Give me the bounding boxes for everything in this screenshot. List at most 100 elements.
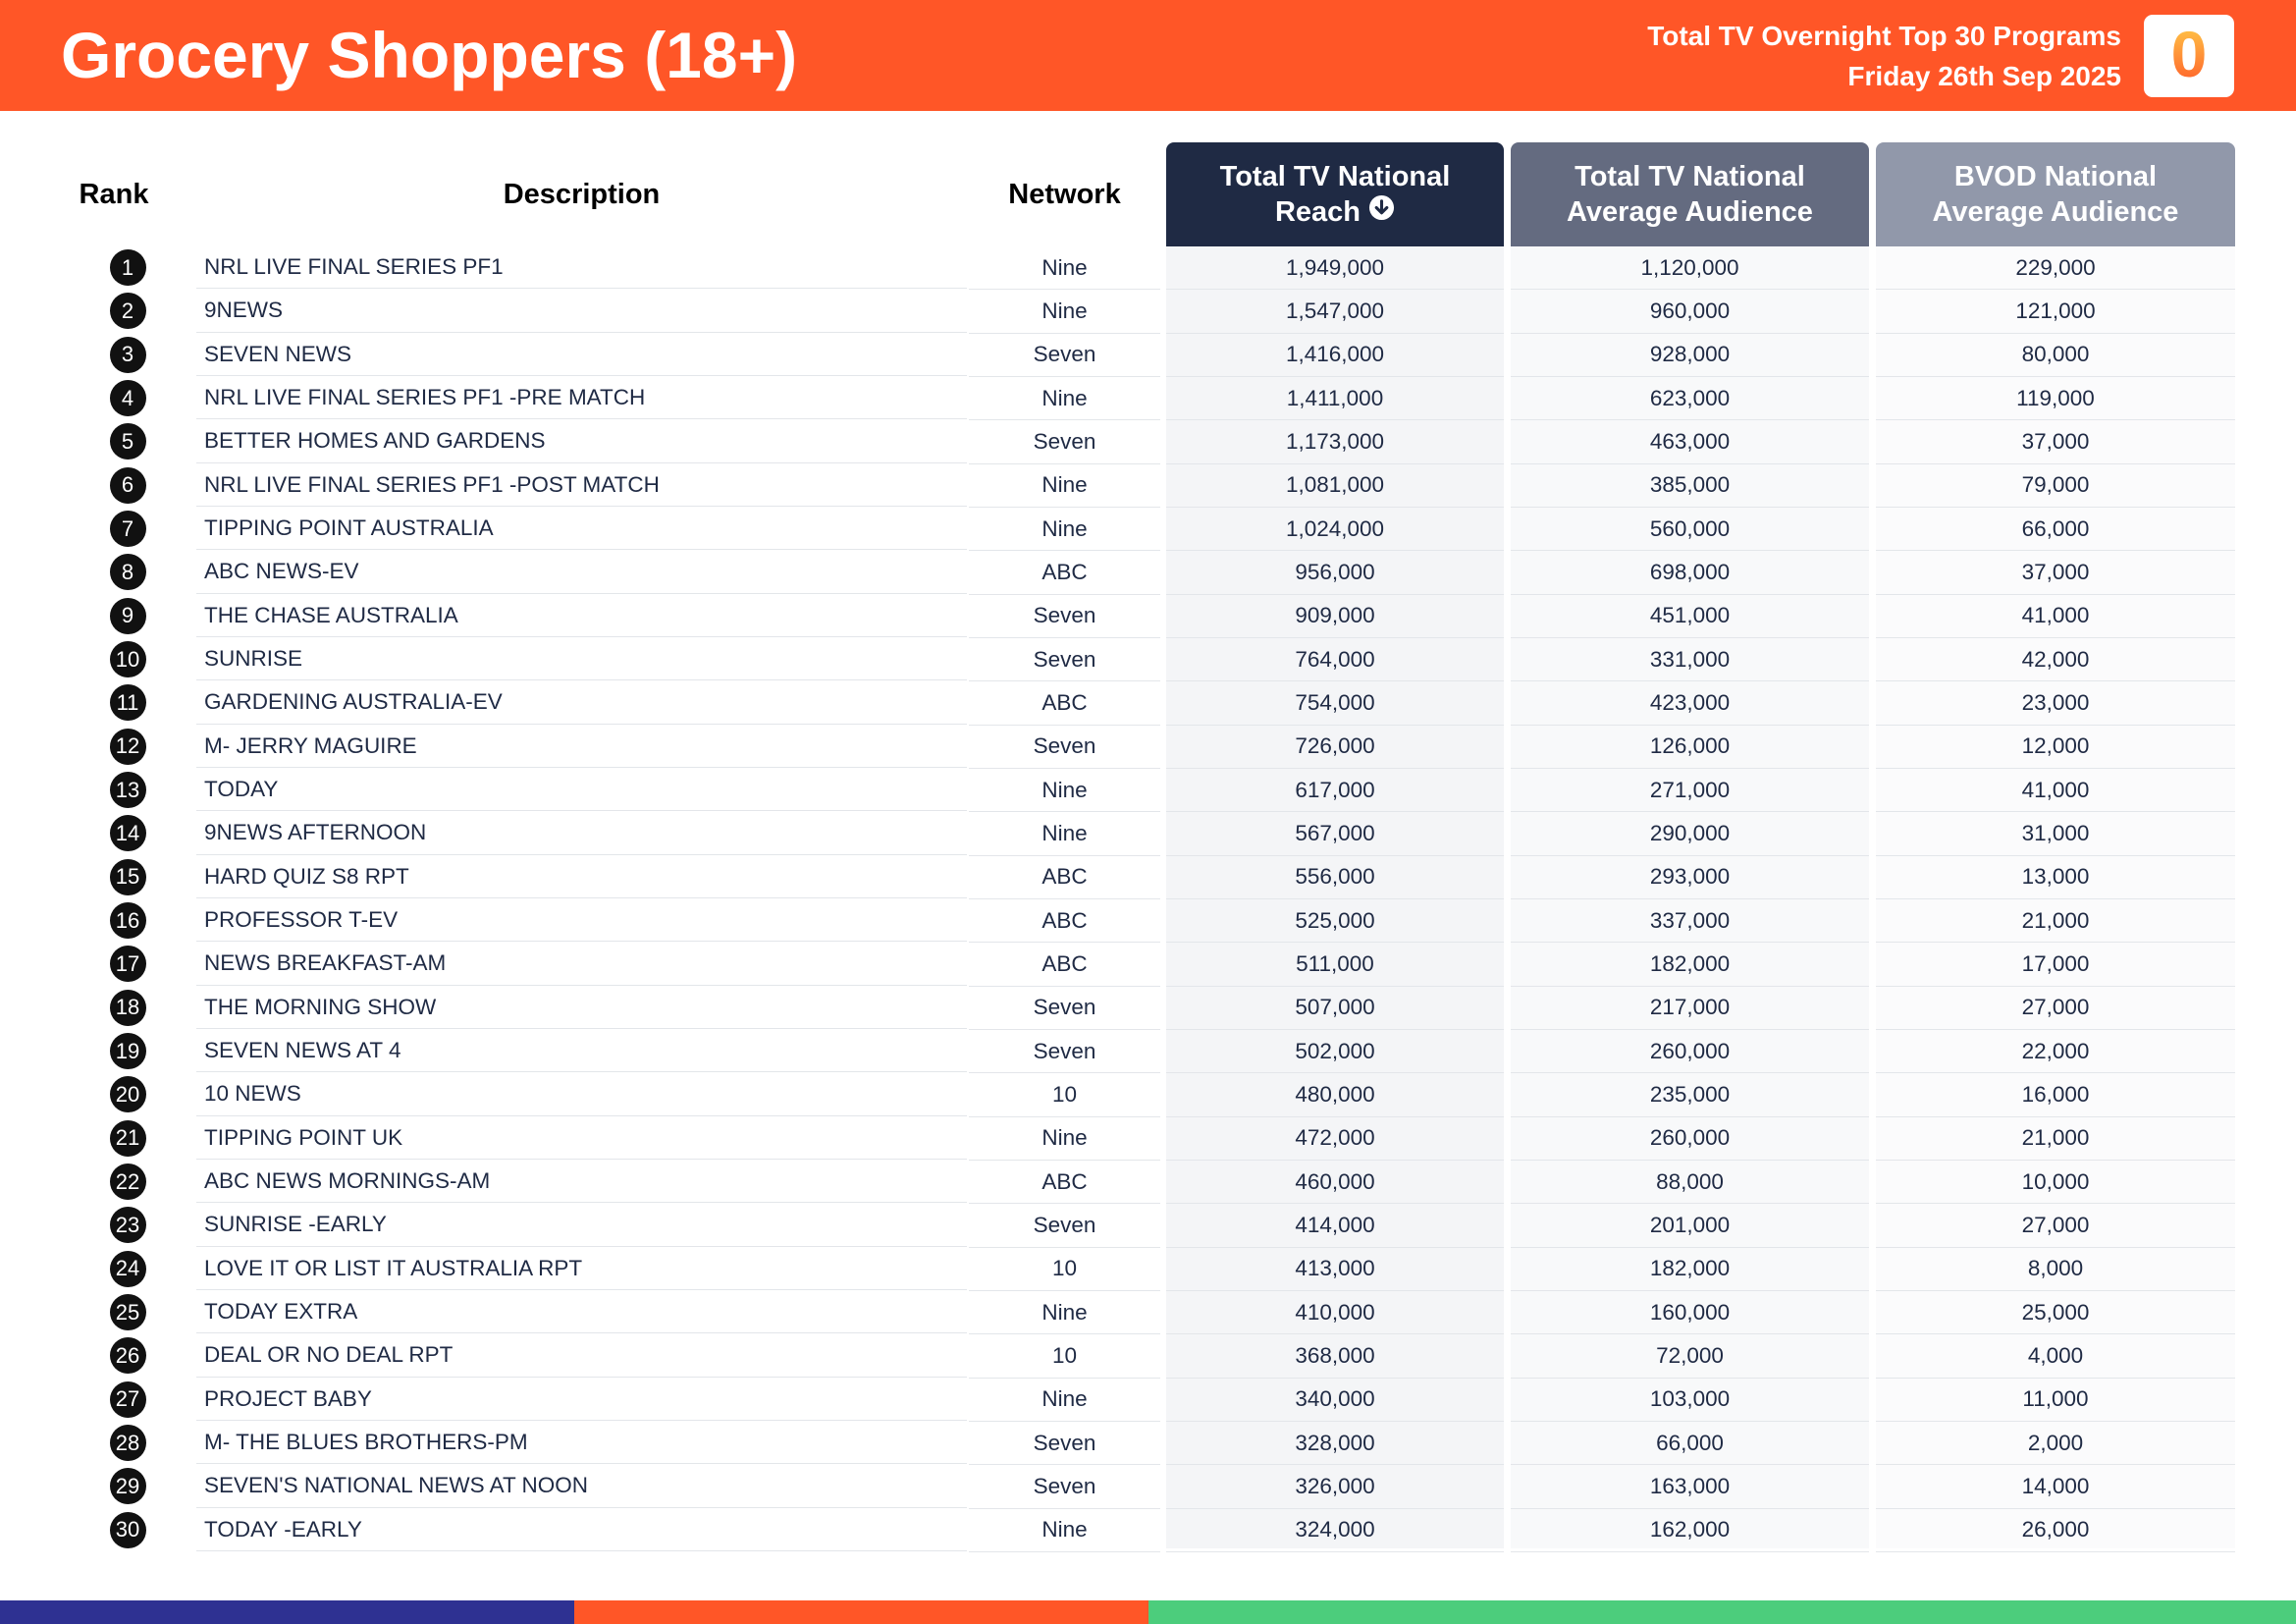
table-row[interactable]: 6 NRL LIVE FINAL SERIES PF1 -POST MATCH Ni…: [0, 464, 2296, 508]
table-row[interactable]: 11 GARDENING AUSTRALIA-EV ABC 754,000 423,00…: [0, 681, 2296, 726]
bvod-audience-value: 13,000: [1876, 856, 2235, 899]
rank-cell: 23: [98, 1204, 157, 1246]
program-network: Seven: [969, 1204, 1160, 1248]
table-row[interactable]: 8 ABC NEWS-EV ABC 956,000 698,000 37,000: [0, 551, 2296, 595]
average-audience-value: 960,000: [1511, 290, 1869, 334]
table-row[interactable]: 23 SUNRISE -EARLY Seven 414,000 201,000 27,00…: [0, 1204, 2296, 1248]
program-description: M- JERRY MAGUIRE: [196, 726, 967, 768]
average-audience-value: 293,000: [1511, 856, 1869, 899]
average-audience-value: 182,000: [1511, 1248, 1869, 1291]
program-network: Nine: [969, 377, 1160, 421]
column-header-description: Description: [503, 178, 661, 210]
table-row[interactable]: 27 PROJECT BABY Nine 340,000 103,000 11,000: [0, 1379, 2296, 1422]
table-row[interactable]: 2 9NEWS Nine 1,547,000 960,000 121,000: [0, 290, 2296, 334]
rank-badge: 25: [109, 1294, 146, 1331]
program-description: TODAY EXTRA: [196, 1291, 967, 1334]
average-audience-value: 423,000: [1511, 681, 1869, 726]
bvod-audience-value: 2,000: [1876, 1422, 2235, 1466]
rank-cell: 27: [98, 1379, 157, 1421]
national-reach-value: 909,000: [1166, 595, 1504, 638]
rank-badge: 5: [109, 423, 146, 460]
bvod-audience-value: 121,000: [1876, 290, 2235, 334]
average-audience-value: 331,000: [1511, 638, 1869, 682]
national-reach-value: 567,000: [1166, 812, 1504, 856]
rank-cell: 8: [98, 551, 157, 593]
table-row[interactable]: 29 SEVEN'S NATIONAL NEWS AT NOON Seven 326,…: [0, 1465, 2296, 1509]
table-row[interactable]: 13 TODAY Nine 617,000 271,000 41,000: [0, 769, 2296, 813]
table-row[interactable]: 14 9NEWS AFTERNOON Nine 567,000 290,000 31,00…: [0, 812, 2296, 856]
national-reach-value: 1,411,000: [1166, 377, 1504, 421]
rank-cell: 10: [98, 638, 157, 680]
program-description: SEVEN NEWS AT 4: [196, 1030, 967, 1073]
rank-badge: 30: [109, 1511, 146, 1548]
table-row[interactable]: 1 NRL LIVE FINAL SERIES PF1 Nine 1,949,000 1…: [0, 246, 2296, 291]
table-row[interactable]: 30 TODAY -EARLY Nine 324,000 162,000 26,000: [0, 1509, 2296, 1552]
table-row[interactable]: 18 THE MORNING SHOW Seven 507,000 217,000 27,…: [0, 987, 2296, 1030]
table-row[interactable]: 4 NRL LIVE FINAL SERIES PF1 -PRE MATCH Nin…: [0, 377, 2296, 421]
table-row[interactable]: 16 PROFESSOR T-EV ABC 525,000 337,000 21,000: [0, 899, 2296, 944]
bvod-audience-value: 27,000: [1876, 987, 2235, 1030]
rank-cell: 13: [98, 769, 157, 811]
average-audience-value: 463,000: [1511, 420, 1869, 464]
average-audience-value: 126,000: [1511, 726, 1869, 769]
rank-cell: 28: [98, 1422, 157, 1464]
program-network: ABC: [969, 551, 1160, 595]
program-network: Seven: [969, 987, 1160, 1030]
average-audience-value: 260,000: [1511, 1030, 1869, 1074]
table-row[interactable]: 9 THE CHASE AUSTRALIA Seven 909,000 451,000 4…: [0, 595, 2296, 638]
rank-cell: 2: [98, 290, 157, 332]
rank-badge: 6: [109, 466, 146, 504]
table-row[interactable]: 10 SUNRISE Seven 764,000 331,000 42,000: [0, 638, 2296, 682]
bvod-audience-value: 25,000: [1876, 1291, 2235, 1335]
national-reach-value: 368,000: [1166, 1334, 1504, 1379]
arrow-down-circle-icon[interactable]: [1368, 194, 1395, 230]
column-header-average-audience[interactable]: Total TV National Average Audience: [1511, 142, 1869, 246]
program-network: ABC: [969, 943, 1160, 987]
column-header-bvod[interactable]: BVOD National Average Audience: [1876, 142, 2235, 246]
table-row[interactable]: 21 TIPPING POINT UK Nine 472,000 260,000 21,0…: [0, 1117, 2296, 1161]
table-row[interactable]: 26 DEAL OR NO DEAL RPT 10 368,000 72,000 4,00…: [0, 1334, 2296, 1379]
national-reach-value: 754,000: [1166, 681, 1504, 726]
table-row[interactable]: 19 SEVEN NEWS AT 4 Seven 502,000 260,000 22,0…: [0, 1030, 2296, 1074]
national-reach-value: 340,000: [1166, 1379, 1504, 1422]
column-header-reach-line2: Reach: [1274, 196, 1362, 228]
program-network: Nine: [969, 769, 1160, 813]
average-audience-value: 337,000: [1511, 899, 1869, 944]
rank-badge: 10: [109, 641, 146, 678]
rank-badge: 26: [109, 1337, 146, 1375]
table-row[interactable]: 20 10 NEWS 10 480,000 235,000 16,000: [0, 1073, 2296, 1117]
column-header-avg-line2: Average Audience: [1567, 196, 1813, 228]
table-row[interactable]: 5 BETTER HOMES AND GARDENS Seven 1,173,000 4…: [0, 420, 2296, 464]
national-reach-value: 726,000: [1166, 726, 1504, 769]
program-description: SUNRISE -EARLY: [196, 1204, 967, 1247]
rank-badge: 12: [109, 728, 146, 765]
rank-cell: 4: [98, 377, 157, 419]
bvod-audience-value: 8,000: [1876, 1248, 2235, 1291]
national-reach-value: 326,000: [1166, 1465, 1504, 1509]
bvod-audience-value: 37,000: [1876, 420, 2235, 464]
rank-cell: 6: [98, 464, 157, 507]
table-row[interactable]: 3 SEVEN NEWS Seven 1,416,000 928,000 80,000: [0, 334, 2296, 377]
program-network: Nine: [969, 1291, 1160, 1335]
program-network: Seven: [969, 1465, 1160, 1509]
table-row[interactable]: 28 M- THE BLUES BROTHERS-PM Seven 328,000 66…: [0, 1422, 2296, 1466]
column-header-rank: Rank: [79, 178, 149, 210]
table-row[interactable]: 17 NEWS BREAKFAST-AM ABC 511,000 182,000 17,0…: [0, 943, 2296, 987]
program-description: SEVEN NEWS: [196, 334, 967, 376]
bvod-audience-value: 229,000: [1876, 246, 2235, 291]
table-row[interactable]: 25 TODAY EXTRA Nine 410,000 160,000 25,000: [0, 1291, 2296, 1335]
table-row[interactable]: 22 ABC NEWS MORNINGS-AM ABC 460,000 88,000 10…: [0, 1161, 2296, 1205]
rank-badge: 19: [109, 1033, 146, 1070]
program-description: NRL LIVE FINAL SERIES PF1 -PRE MATCH: [196, 377, 967, 420]
rank-badge: 13: [109, 772, 146, 809]
table-row[interactable]: 15 HARD QUIZ S8 RPT ABC 556,000 293,000 13,00…: [0, 856, 2296, 899]
table-row[interactable]: 7 TIPPING POINT AUSTRALIA Nine 1,024,000 560…: [0, 508, 2296, 552]
table-row[interactable]: 12 M- JERRY MAGUIRE Seven 726,000 126,000 12,…: [0, 726, 2296, 769]
column-header-reach-line1: Total TV National: [1219, 161, 1451, 192]
average-audience-value: 103,000: [1511, 1379, 1869, 1422]
program-description: TIPPING POINT AUSTRALIA: [196, 508, 967, 551]
national-reach-value: 1,173,000: [1166, 420, 1504, 464]
national-reach-value: 324,000: [1166, 1509, 1504, 1552]
table-row[interactable]: 24 LOVE IT OR LIST IT AUSTRALIA RPT 10 413,…: [0, 1248, 2296, 1291]
column-header-reach[interactable]: Total TV National Reach: [1166, 142, 1504, 246]
